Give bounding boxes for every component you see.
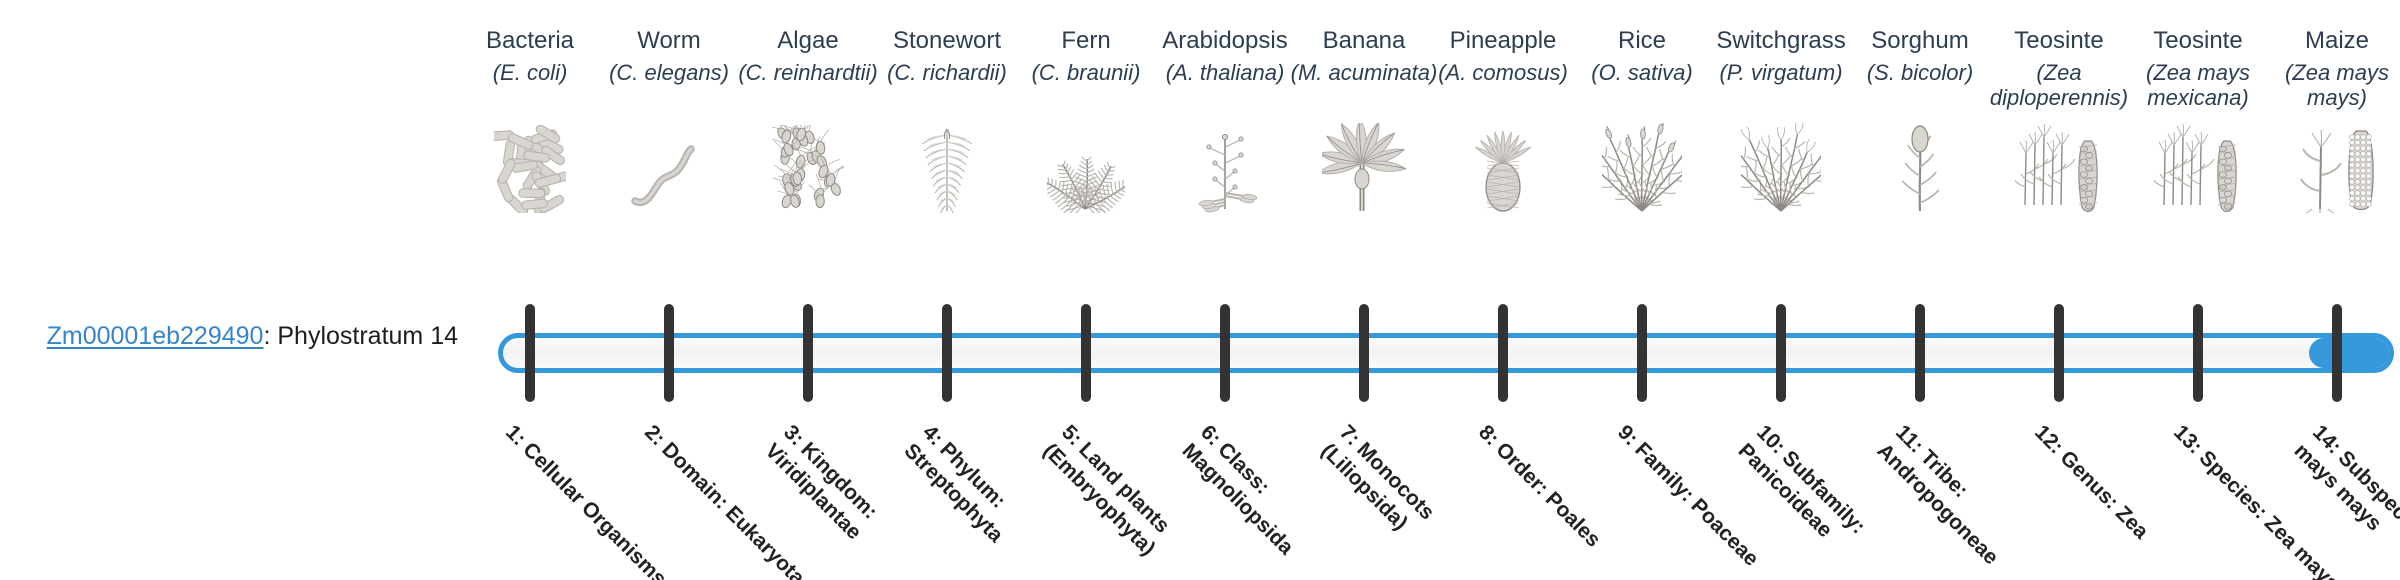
- stratum-tick: [1637, 304, 1647, 402]
- species-common-name: Teosinte: [2014, 27, 2104, 54]
- worm-illustration: [594, 121, 744, 213]
- stratum-tick: [1220, 304, 1230, 402]
- species-common-name: Bacteria: [485, 27, 575, 54]
- stratum-tick: [803, 304, 813, 402]
- stonewort-illustration: [872, 121, 1022, 213]
- species-common-name: Sorghum: [1871, 27, 1969, 54]
- stratum-tick: [2193, 304, 2203, 402]
- stratum-name: Monocots (Liliopsida): [1316, 438, 1439, 535]
- stratum-tick: [2054, 304, 2064, 402]
- fern-illustration: [1011, 121, 1161, 213]
- stratum-tick: [1915, 304, 1925, 402]
- species-column: Bacteria (E. coli): [455, 27, 605, 213]
- species-latin-name: (A. comosus): [1438, 59, 1568, 85]
- phylostratum-text: Phylostratum 14: [277, 322, 458, 350]
- species-common-name: Teosinte: [2153, 27, 2243, 54]
- species-common-name: Pineapple: [1449, 27, 1557, 54]
- species-latin-name: (S. bicolor): [1866, 59, 1974, 85]
- species-latin-name: (O. sativa): [1591, 59, 1693, 85]
- stratum-tick: [1776, 304, 1786, 402]
- species-column: Rice (O. sativa): [1567, 27, 1717, 213]
- species-column: Teosinte (Zea mays mexicana): [2123, 27, 2273, 213]
- stratum-tick: [664, 304, 674, 402]
- species-column: Algae (C. reinhardtii): [733, 27, 883, 213]
- species-common-name: Switchgrass: [1716, 27, 1846, 54]
- sorghum-illustration: [1845, 121, 1995, 213]
- stratum-tick: [1359, 304, 1369, 402]
- species-latin-name: (C. elegans): [609, 59, 729, 85]
- algae-illustration: [733, 121, 883, 213]
- stratum-tick: [1498, 304, 1508, 402]
- phylostratum-track[interactable]: [498, 333, 2394, 373]
- teosinte-illustration: [1984, 121, 2134, 213]
- species-latin-name: (Zea diploperennis): [1989, 59, 2129, 110]
- stratum-name: Cellular Organisms: [518, 438, 671, 580]
- species-column: Maize (Zea mays mays): [2262, 27, 2400, 213]
- stratum-number: 13:: [2169, 420, 2207, 459]
- species-column: Worm (C. elegans): [594, 27, 744, 213]
- gene-id-link[interactable]: Zm00001eb229490: [46, 322, 264, 350]
- species-column: Teosinte (Zea diploperennis): [1984, 27, 2134, 213]
- species-common-name: Stonewort: [892, 27, 1002, 54]
- banana-illustration: [1289, 121, 1439, 213]
- species-latin-name: (E. coli): [492, 59, 568, 85]
- stratum-name: Subfamily: Panicoideae: [1733, 438, 1870, 542]
- stratum-name: Class: Magnoliopsida: [1177, 438, 1299, 560]
- stratum-name: Phylum: Streptophyta: [899, 438, 1011, 547]
- bacteria-illustration: [455, 121, 605, 213]
- pineapple-illustration: [1428, 121, 1578, 213]
- species-latin-name: (C. reinhardtii): [738, 59, 878, 85]
- species-latin-name: (C. braunii): [1031, 59, 1141, 85]
- stratum-tick: [525, 304, 535, 402]
- species-column: Sorghum (S. bicolor): [1845, 27, 1995, 213]
- gene-label-separator: :: [263, 322, 278, 350]
- species-common-name: Banana: [1322, 27, 1406, 54]
- species-latin-name: (M. acuminata): [1290, 59, 1438, 85]
- arabidopsis-illustration: [1150, 121, 1300, 213]
- species-column: Stonewort (C. richardii): [872, 27, 1022, 213]
- stratum-name: Genus: Zea: [2055, 446, 2153, 544]
- stratum-tick: [2332, 304, 2342, 402]
- species-latin-name: (P. virgatum): [1719, 59, 1843, 85]
- species-column: Switchgrass (P. virgatum): [1706, 27, 1856, 213]
- stratum-number: 12:: [2030, 420, 2068, 459]
- phylostratum-track-fill: [2309, 338, 2389, 368]
- species-common-name: Arabidopsis: [1162, 27, 1288, 54]
- stratum-name: Kingdom: Viridiplantae: [760, 438, 882, 544]
- species-common-name: Maize: [2304, 27, 2370, 54]
- stratum-tick: [1081, 304, 1091, 402]
- switchgrass-illustration: [1706, 121, 1856, 213]
- stratum-track-area: Bacteria (E. coli): [470, 0, 2400, 580]
- maize-illustration: [2262, 121, 2400, 213]
- species-column: Arabidopsis (A. thaliana): [1150, 27, 1300, 213]
- species-latin-name: (Zea mays mexicana): [2146, 59, 2250, 110]
- species-latin-name: (A. thaliana): [1165, 59, 1285, 85]
- stratum-tick: [942, 304, 952, 402]
- species-common-name: Worm: [637, 27, 701, 54]
- teosinte-illustration: [2123, 121, 2273, 213]
- species-common-name: Rice: [1617, 27, 1666, 54]
- species-column: Banana (M. acuminata): [1289, 27, 1439, 213]
- stratum-name: Order: Poales: [1491, 438, 1606, 552]
- species-latin-name: (C. richardii): [887, 59, 1007, 85]
- stratum-name: Land plants (Embryophyta): [1038, 438, 1174, 560]
- species-common-name: Fern: [1061, 27, 1111, 54]
- rice-illustration: [1567, 121, 1717, 213]
- gene-phylostratum-label: Zm00001eb229490: Phylostratum 14: [0, 322, 470, 351]
- species-latin-name: (Zea mays mays): [2285, 59, 2389, 110]
- species-column: Fern (C. braunii): [1011, 27, 1161, 213]
- species-common-name: Algae: [777, 27, 839, 54]
- species-column: Pineapple (A. comosus): [1428, 27, 1578, 213]
